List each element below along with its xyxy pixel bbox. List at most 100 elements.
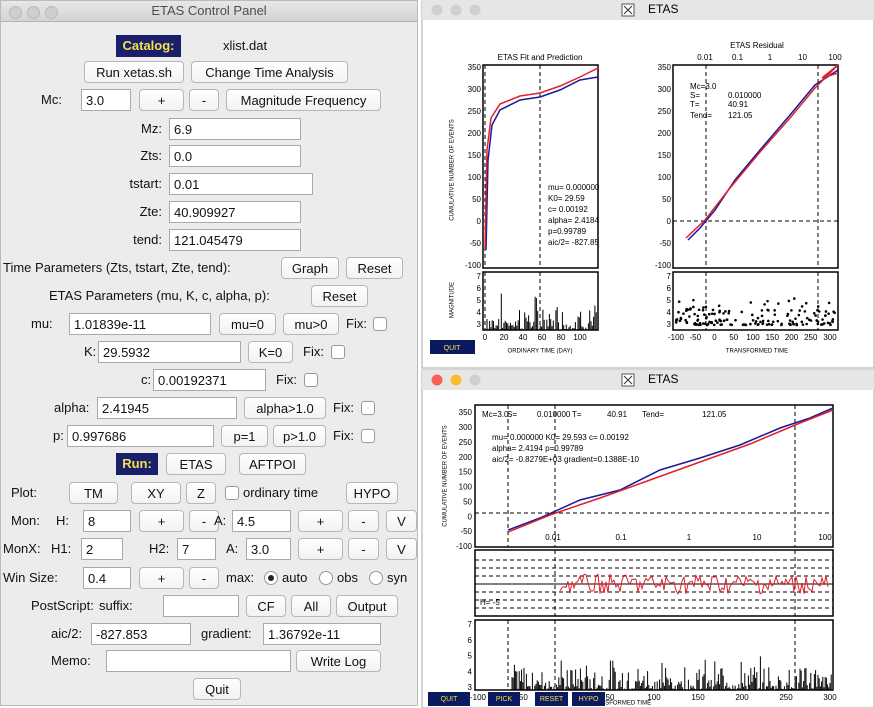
decoration <box>750 323 752 325</box>
label: 250 <box>468 107 482 116</box>
decoration <box>774 310 776 312</box>
label: 50 <box>729 333 738 342</box>
decoration <box>817 306 819 308</box>
label: 121.05 <box>728 111 753 120</box>
label: 100 <box>658 173 672 182</box>
label: aic/2= -827.85 <box>548 238 599 247</box>
decoration <box>794 298 796 300</box>
label: 350 <box>459 408 473 417</box>
decoration <box>723 313 725 315</box>
decoration <box>714 313 716 315</box>
decoration <box>752 319 754 321</box>
decoration <box>805 302 807 304</box>
label: 100 <box>828 53 842 62</box>
label: 250 <box>779 693 793 702</box>
decoration <box>750 302 752 304</box>
decoration <box>761 315 763 317</box>
label: -100 <box>470 693 487 702</box>
label: ETAS Residual <box>730 41 784 50</box>
decoration <box>715 320 717 322</box>
decoration <box>829 323 831 325</box>
decoration <box>745 324 747 326</box>
label: 3 <box>667 320 672 329</box>
decoration <box>721 324 723 326</box>
label: -50 <box>659 239 671 248</box>
decoration <box>796 323 798 325</box>
decoration <box>832 321 834 323</box>
decoration <box>712 309 714 311</box>
label: RESET <box>540 696 564 703</box>
label: 100 <box>468 173 482 182</box>
decoration <box>827 322 829 324</box>
label: -100 <box>456 542 473 551</box>
label: 0.010000 <box>728 91 762 100</box>
label: ETAS <box>648 2 678 16</box>
label: 0 <box>468 512 473 521</box>
decoration <box>788 300 790 302</box>
label: 0 <box>667 217 672 226</box>
label: 200 <box>735 693 749 702</box>
label: 4 <box>667 308 672 317</box>
label: 4 <box>477 308 482 317</box>
label: 4 <box>468 667 473 676</box>
plot-windows: ETASETASETAS Fit and Prediction350300250… <box>0 0 874 708</box>
label: 300 <box>468 85 482 94</box>
label: 300 <box>459 423 473 432</box>
decoration <box>777 320 779 322</box>
label: 7 <box>667 272 672 281</box>
label: 300 <box>823 693 837 702</box>
label: 3 <box>468 683 473 692</box>
label: 100 <box>459 483 473 492</box>
label: K0= 29.59 <box>548 194 585 203</box>
label: -100 <box>465 261 482 270</box>
decoration <box>693 306 695 308</box>
label: 7 <box>468 620 473 629</box>
label: Mc=3.0 <box>690 82 717 91</box>
decoration <box>817 323 819 325</box>
decoration <box>828 302 830 304</box>
label: -50 <box>469 239 481 248</box>
label: 0 <box>712 333 717 342</box>
label: QUIT <box>441 696 458 703</box>
decoration <box>698 309 700 311</box>
label: 250 <box>804 333 818 342</box>
decoration <box>799 310 801 312</box>
decoration <box>767 320 769 322</box>
label: S= <box>507 410 517 419</box>
decoration <box>676 320 678 322</box>
label: 10 <box>798 53 807 62</box>
decoration <box>806 323 808 325</box>
label: c= 0.00192 <box>548 205 588 214</box>
decoration <box>833 311 835 313</box>
decoration <box>690 308 692 310</box>
label: CUMULATIVE NUMBER OF EVENTS <box>443 425 449 527</box>
decoration <box>818 311 820 313</box>
label: QUIT <box>444 345 461 352</box>
label: 200 <box>468 129 482 138</box>
label: CUMULATIVE NUMBER OF EVENTS <box>450 119 456 221</box>
decoration <box>816 320 818 322</box>
label: 5 <box>477 296 482 305</box>
label: 200 <box>658 129 672 138</box>
decoration <box>766 324 768 326</box>
label: mu= 0.000000 K0= 29.593 c= 0.00192 <box>492 433 629 442</box>
label: 7 <box>477 272 482 281</box>
decoration <box>725 311 727 313</box>
decoration <box>801 321 803 323</box>
label: 1 <box>768 53 773 62</box>
label: 20 <box>500 333 509 342</box>
label: 80 <box>557 333 566 342</box>
label: Tend= <box>642 410 664 419</box>
decoration <box>755 323 757 325</box>
label: S= <box>690 91 700 100</box>
decoration <box>772 321 774 323</box>
decoration <box>685 310 687 312</box>
label: 0.1 <box>615 533 627 542</box>
decoration <box>675 322 677 324</box>
label: 0.01 <box>697 53 713 62</box>
decoration <box>793 324 795 326</box>
decoration <box>762 323 764 325</box>
decoration <box>735 319 737 321</box>
label: MAGNITUDE <box>450 282 456 318</box>
page: ETAS Control Panel Catalog:xlist.datRun … <box>0 0 874 708</box>
